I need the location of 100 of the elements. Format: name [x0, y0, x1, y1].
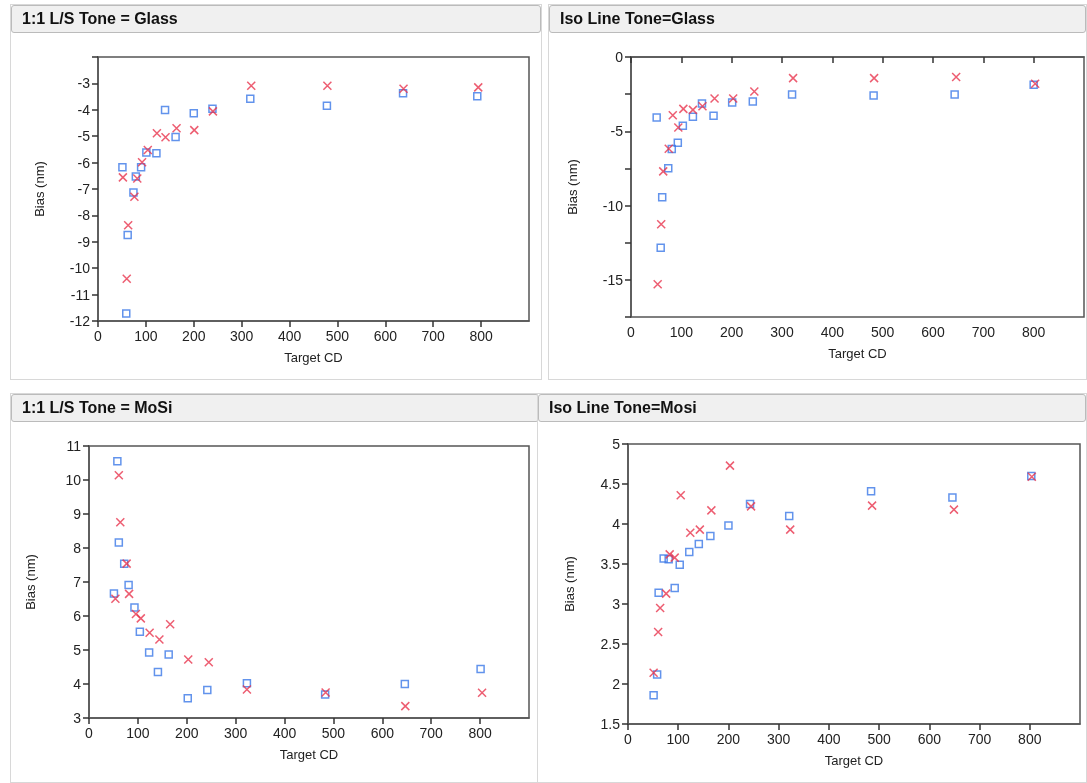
point — [109, 589, 119, 598]
x-tick-label: 100 — [134, 328, 158, 344]
point — [685, 547, 694, 557]
point — [949, 504, 959, 515]
point — [144, 648, 154, 657]
y-tick-label: 1.5 — [600, 716, 621, 732]
y-tick-label: 7 — [73, 574, 82, 590]
point — [678, 121, 688, 130]
x-tick-label: 500 — [870, 324, 895, 340]
point — [165, 619, 175, 629]
y-tick-label: -6 — [77, 154, 91, 171]
point — [652, 279, 663, 289]
point — [748, 97, 758, 106]
point — [694, 539, 704, 549]
point — [118, 163, 127, 172]
y-tick-label: -3 — [77, 75, 91, 92]
x-tick-label: 600 — [921, 324, 945, 340]
x-tick-label: 300 — [229, 328, 254, 344]
x-tick-label: 700 — [419, 725, 444, 741]
y-tick-label: 11 — [66, 438, 82, 454]
x-tick-label: 600 — [917, 731, 942, 747]
y-axis-title: Bias (nm) — [23, 554, 38, 610]
y-tick-label: 0 — [615, 49, 624, 65]
point — [160, 132, 171, 143]
x-tick-label: 400 — [277, 328, 302, 344]
point — [659, 554, 668, 563]
point — [171, 123, 182, 134]
y-tick-label: 3 — [73, 710, 82, 726]
point — [400, 701, 411, 711]
y-tick-label: -5 — [77, 128, 91, 145]
x-tick-label: 400 — [817, 731, 841, 747]
y-tick-label: 8 — [73, 540, 82, 556]
point — [653, 627, 663, 637]
y-tick-label: -9 — [77, 233, 91, 250]
point — [728, 93, 738, 104]
point — [160, 105, 170, 115]
y-tick-label: -5 — [610, 123, 624, 140]
x-tick-label: 800 — [1021, 324, 1046, 340]
point — [114, 470, 124, 480]
point — [136, 613, 146, 624]
point — [948, 493, 957, 502]
point — [135, 627, 145, 636]
x-axis-title: Target CD — [828, 346, 887, 361]
point — [398, 88, 408, 98]
point — [787, 90, 797, 99]
point — [122, 309, 131, 318]
y-tick-label: -10 — [69, 260, 91, 277]
point — [242, 679, 252, 688]
point — [709, 111, 718, 121]
y-tick-label: 4.5 — [600, 476, 621, 492]
x-axis-title: Target CD — [279, 747, 339, 762]
y-tick-label: 4 — [612, 516, 621, 532]
chart-title: Iso Line Tone=Mosi — [538, 394, 1086, 422]
point — [648, 668, 659, 678]
point — [656, 219, 666, 230]
x-tick-label: 300 — [770, 324, 794, 340]
y-tick-label: 3.5 — [600, 556, 621, 572]
point — [654, 588, 663, 598]
y-tick-label: 6 — [73, 608, 82, 624]
x-tick-label: 200 — [716, 731, 741, 747]
point — [706, 505, 717, 516]
point — [652, 670, 662, 679]
y-tick-label: -8 — [77, 207, 91, 224]
point — [400, 679, 410, 689]
point — [204, 657, 214, 667]
point — [675, 560, 684, 570]
y-tick-label: -11 — [70, 286, 91, 303]
point — [673, 138, 683, 147]
x-tick-label: 800 — [469, 328, 493, 344]
point — [208, 106, 218, 117]
y-tick-label: 3 — [612, 596, 621, 612]
x-tick-label: 500 — [321, 725, 346, 741]
point — [242, 684, 252, 695]
point — [398, 83, 409, 94]
point — [183, 694, 193, 703]
point — [749, 86, 760, 97]
point — [189, 108, 199, 118]
y-tick-label: 9 — [73, 506, 82, 522]
x-tick-label: 400 — [272, 725, 297, 741]
x-tick-label: 700 — [421, 328, 446, 344]
y-tick-label: 5 — [73, 642, 82, 658]
chart-title: 1:1 L/S Tone = MoSi — [11, 394, 539, 422]
point — [685, 528, 696, 538]
point — [123, 220, 133, 230]
point — [788, 73, 798, 83]
x-tick-label: 200 — [719, 324, 744, 340]
point — [709, 93, 720, 104]
y-tick-label: 2 — [612, 676, 621, 692]
point — [649, 690, 658, 700]
x-tick-label: 100 — [126, 725, 150, 741]
point — [477, 688, 487, 698]
y-tick-label: 4 — [73, 676, 82, 692]
x-tick-label: 100 — [666, 731, 691, 747]
y-tick-label: 2.5 — [600, 636, 621, 652]
point — [656, 243, 665, 253]
chart-title: Iso Line Tone=Glass — [549, 5, 1086, 33]
x-tick-label: 200 — [182, 328, 206, 344]
x-tick-label: 600 — [373, 328, 398, 344]
point — [688, 112, 698, 122]
point — [675, 490, 686, 500]
